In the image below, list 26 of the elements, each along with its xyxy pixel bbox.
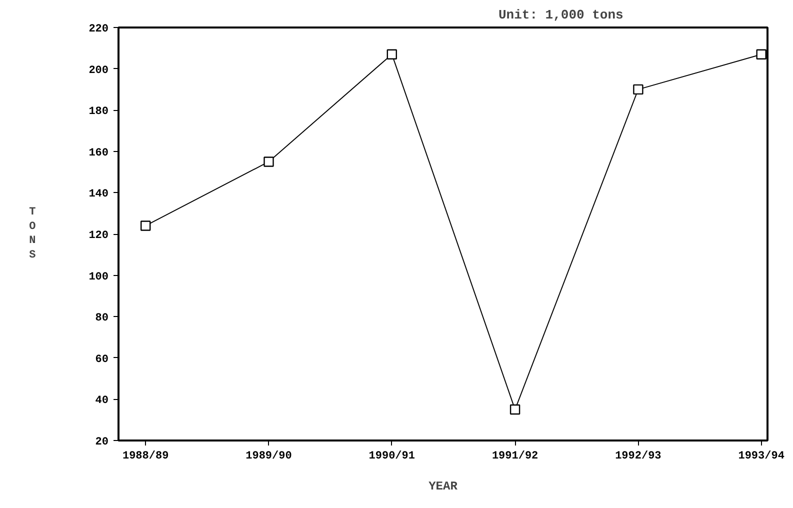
point <box>264 156 274 167</box>
y-tick-label: 160 <box>88 147 109 160</box>
point <box>386 49 397 60</box>
x-tick-label: 1991/92 <box>492 450 538 462</box>
y-tick-label: 140 <box>88 188 109 201</box>
x-axis-title: YEAR <box>428 480 458 494</box>
x-tick-label: 1988/89 <box>122 450 169 462</box>
x-tick-label: 1993/94 <box>738 450 785 462</box>
y-tick-label: 120 <box>88 230 109 242</box>
y-tick-label: 20 <box>95 436 108 448</box>
point <box>633 84 644 95</box>
y-tick-label: 200 <box>88 64 109 77</box>
y-tick-label: 40 <box>95 395 108 408</box>
point <box>140 220 151 231</box>
text: Unit: 1,000 tons <box>498 8 624 22</box>
y-axis-title: TONS <box>29 206 36 262</box>
x-tick-label: 1992/93 <box>615 450 662 462</box>
y-tick-label: 220 <box>88 24 109 36</box>
point <box>756 49 766 60</box>
point <box>510 404 520 415</box>
y-tick-label: 100 <box>88 271 109 284</box>
x-tick-label: 1990/91 <box>368 450 416 462</box>
y-tick-label: 60 <box>95 354 108 366</box>
y-tick-label: 180 <box>88 106 109 118</box>
x-tick-label: 1989/90 <box>246 450 292 462</box>
y-tick-label: 80 <box>95 312 108 325</box>
